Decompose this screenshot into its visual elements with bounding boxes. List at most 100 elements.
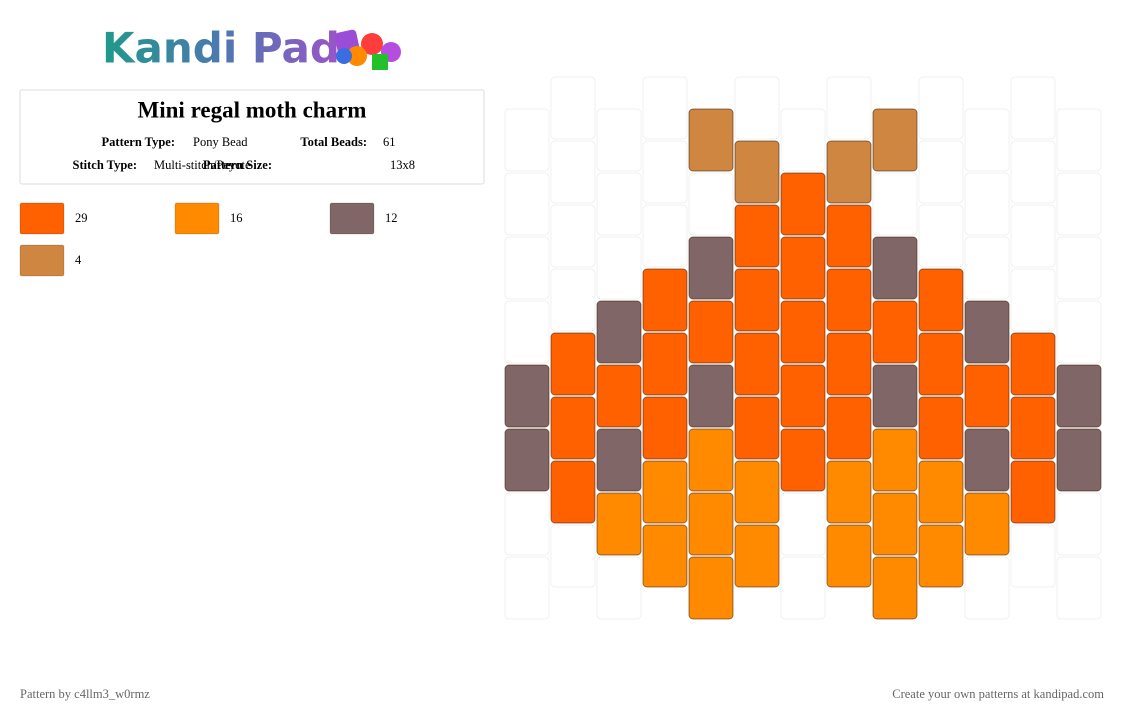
empty-bead: [780, 492, 826, 556]
field-label: Pattern Type:: [102, 135, 175, 149]
field-label: Stitch Type:: [73, 158, 137, 172]
bead: [642, 268, 688, 332]
pattern-title: Mini regal moth charm: [138, 97, 367, 122]
field-label: Pattern Size:: [203, 158, 272, 172]
empty-bead: [1056, 556, 1102, 620]
bead: [918, 268, 964, 332]
bead: [826, 268, 872, 332]
bead: [872, 300, 918, 364]
empty-bead: [504, 492, 550, 556]
logo: Kandi Pad: [102, 24, 340, 73]
legend-count: 29: [75, 211, 88, 225]
bead: [688, 428, 734, 492]
bead: [504, 428, 550, 492]
empty-bead: [734, 76, 780, 140]
bead: [734, 332, 780, 396]
empty-bead: [550, 268, 596, 332]
bead: [918, 332, 964, 396]
empty-bead: [596, 108, 642, 172]
field-value: Pony Bead: [193, 135, 248, 149]
bead: [780, 364, 826, 428]
bead: [918, 524, 964, 588]
bead: [1010, 332, 1056, 396]
bead: [550, 460, 596, 524]
footer-credit: Pattern by c4llm3_w0rmz: [20, 687, 150, 701]
bead: [872, 556, 918, 620]
empty-bead: [918, 204, 964, 268]
empty-bead: [550, 204, 596, 268]
field-label: Total Beads:: [300, 135, 367, 149]
bead: [688, 300, 734, 364]
bead: [642, 332, 688, 396]
legend-count: 16: [230, 211, 243, 225]
empty-bead: [1056, 492, 1102, 556]
info-box: [19, 89, 485, 185]
field-value: 13x8: [390, 158, 415, 172]
bead: [780, 300, 826, 364]
bead: [688, 236, 734, 300]
bead: [734, 524, 780, 588]
bead: [872, 364, 918, 428]
bead: [596, 492, 642, 556]
footer-link: Create your own patterns at kandipad.com: [892, 687, 1104, 701]
empty-bead: [642, 76, 688, 140]
bead: [1056, 428, 1102, 492]
bead: [826, 140, 872, 204]
bead: [596, 300, 642, 364]
empty-bead: [596, 236, 642, 300]
empty-bead: [1056, 108, 1102, 172]
empty-bead: [596, 172, 642, 236]
empty-bead: [504, 108, 550, 172]
bead: [872, 428, 918, 492]
bead: [964, 300, 1010, 364]
bead: [872, 492, 918, 556]
empty-bead: [1010, 76, 1056, 140]
empty-bead: [504, 236, 550, 300]
bead: [734, 140, 780, 204]
empty-bead: [504, 300, 550, 364]
empty-bead: [918, 76, 964, 140]
empty-bead: [826, 76, 872, 140]
bead: [780, 236, 826, 300]
empty-bead: [780, 556, 826, 620]
legend-count: 4: [75, 253, 82, 267]
empty-bead: [1056, 300, 1102, 364]
bead: [642, 524, 688, 588]
bead: [918, 460, 964, 524]
legend-count: 12: [385, 211, 398, 225]
bead: [780, 428, 826, 492]
field-value: 61: [383, 135, 396, 149]
legend-swatch: [174, 202, 220, 235]
bead: [1010, 396, 1056, 460]
empty-bead: [964, 556, 1010, 620]
empty-bead: [642, 140, 688, 204]
bead: [872, 236, 918, 300]
empty-bead: [872, 172, 918, 236]
bead: [596, 364, 642, 428]
bead: [964, 492, 1010, 556]
bead: [826, 524, 872, 588]
bead: [734, 204, 780, 268]
legend-swatch: [19, 244, 65, 277]
legend-swatch: [329, 202, 375, 235]
legend-swatch: [19, 202, 65, 235]
bead: [642, 460, 688, 524]
empty-bead: [550, 76, 596, 140]
bead: [504, 364, 550, 428]
bead: [826, 204, 872, 268]
bead: [642, 396, 688, 460]
bead: [872, 108, 918, 172]
bead: [734, 268, 780, 332]
bead: [1056, 364, 1102, 428]
empty-bead: [596, 556, 642, 620]
empty-bead: [504, 556, 550, 620]
bead: [734, 396, 780, 460]
bead: [826, 396, 872, 460]
bead: [596, 428, 642, 492]
bead: [826, 460, 872, 524]
empty-bead: [550, 140, 596, 204]
empty-bead: [1010, 524, 1056, 588]
bead: [688, 556, 734, 620]
